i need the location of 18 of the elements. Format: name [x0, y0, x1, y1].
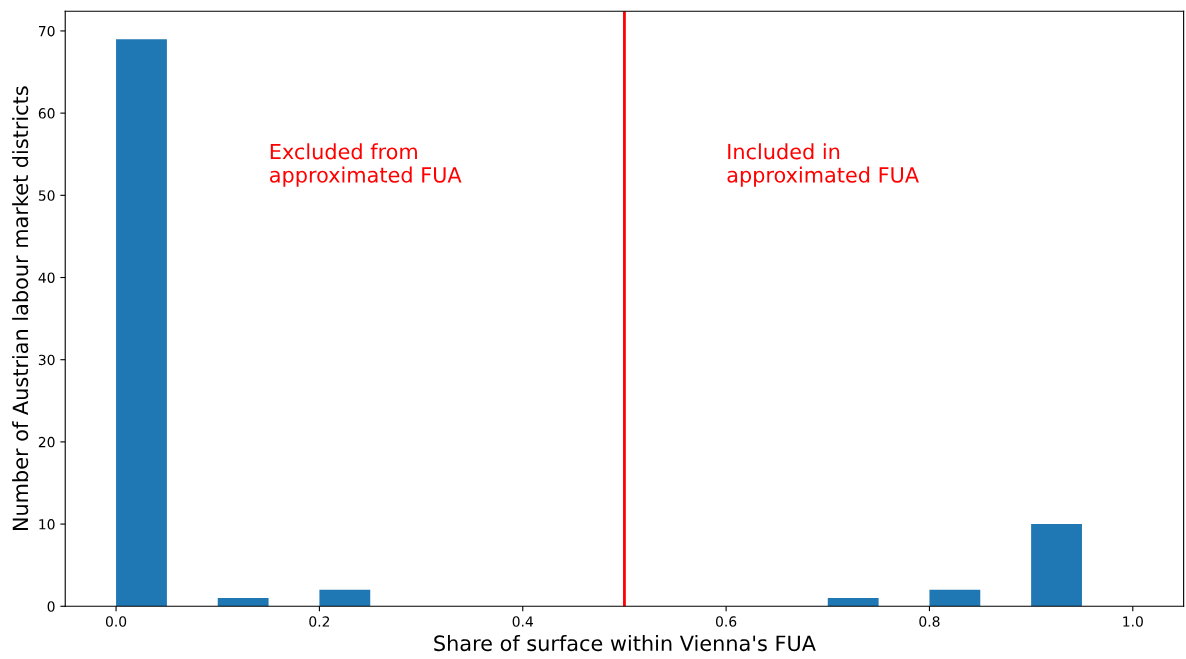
- annotation: Included in approximated FUA: [727, 143, 919, 187]
- y-tick-label: 0: [47, 601, 55, 612]
- y-tick-label: 50: [38, 190, 55, 201]
- y-tick-label: 20: [38, 436, 55, 448]
- y-tick-label: 70: [38, 25, 55, 37]
- x-tick-label: 0.0: [105, 616, 127, 627]
- x-axis-title: Share of surface within Vienna's FUA: [434, 635, 816, 652]
- y-axis-title: Number of Austrian labour market districts: [12, 86, 29, 531]
- x-tick-label: 0.8: [919, 616, 940, 627]
- y-tick-label: 60: [38, 108, 55, 119]
- x-tick-label: 0.2: [309, 616, 330, 627]
- x-tick-label: 0.6: [715, 616, 737, 627]
- annotation: Excluded from approximated FUA: [270, 143, 462, 187]
- x-tick-label: 0.4: [512, 616, 534, 627]
- y-tick-label: 10: [39, 519, 55, 530]
- y-tick-label: 30: [38, 354, 55, 366]
- y-tick-label: 40: [38, 272, 55, 283]
- x-tick-label: 1.0: [1123, 616, 1143, 627]
